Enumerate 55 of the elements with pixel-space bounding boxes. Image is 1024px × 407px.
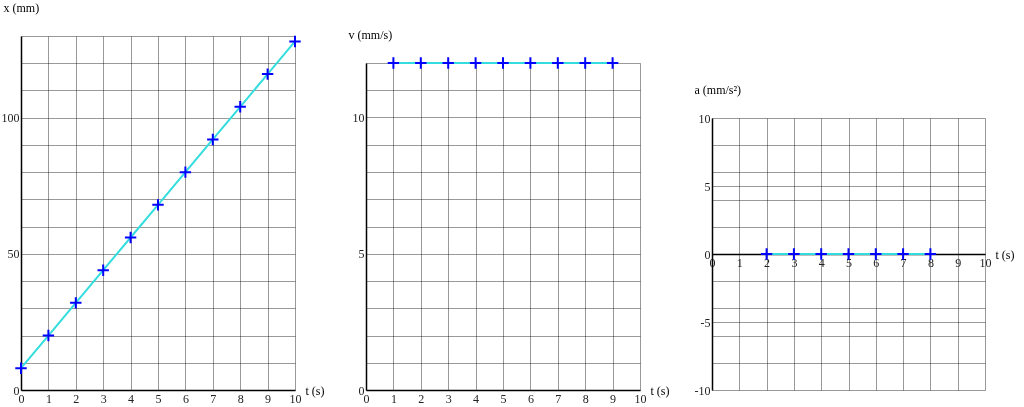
y-tick-label: 50 (7, 247, 20, 262)
y-tick-label: -5 (700, 315, 711, 330)
x-tick-label: 7 (900, 255, 907, 270)
point (288, 34, 302, 49)
y-tick-label: 10 (352, 111, 365, 125)
point (123, 230, 138, 245)
x-tick-label: 10 (634, 391, 647, 406)
point (96, 263, 110, 277)
x-tick-label: 4 (473, 391, 480, 406)
x-tick-label: 3 (791, 255, 798, 270)
x-tick-label: 10 (979, 255, 992, 270)
x-tick-label: 9 (955, 255, 962, 270)
x-tick-label: 4 (128, 391, 135, 406)
x-tick-label: 5 (155, 391, 162, 406)
line-series (20, 40, 296, 370)
x-tick-label: 2 (418, 391, 425, 406)
x-tick-label: 3 (445, 391, 452, 406)
y-tick-label: 100 (1, 111, 20, 126)
point (233, 100, 247, 114)
x-tick-label: 8 (582, 391, 589, 406)
x-axis-title: t (s) (305, 383, 325, 398)
x-tick-label: 10 (289, 391, 302, 406)
y-tick-label: -10 (694, 383, 711, 398)
y-tick-label: 5 (704, 179, 711, 194)
point (151, 198, 165, 212)
x-tick-label: 1 (45, 391, 52, 406)
x-tick-label: 5 (846, 255, 852, 270)
point (260, 67, 275, 81)
x-tick-label: 6 (182, 391, 189, 406)
x-axis-title: t (s) (650, 383, 670, 398)
x-tick-label: 1 (736, 255, 743, 270)
x-axis-title: t (s) (995, 247, 1015, 262)
point (41, 328, 56, 343)
x-tick-label: 2 (73, 391, 80, 406)
y-axis-title: a (mm/s²) (694, 82, 742, 97)
y-axis-title: v (mm/s) (348, 27, 393, 42)
x-tick-label: 1 (390, 391, 397, 406)
y-tick-label: 10 (698, 111, 711, 126)
x-tick-label: 8 (237, 391, 244, 406)
x-tick-label: 9 (610, 391, 617, 406)
x-tick-label: 8 (927, 255, 934, 270)
x-tick-label: 7 (210, 391, 217, 406)
x-tick-label: 6 (873, 255, 880, 270)
x-tick-label: 5 (500, 391, 507, 406)
point (178, 165, 193, 179)
point (14, 361, 28, 375)
x-tick-label: 9 (265, 391, 272, 406)
x-tick-label: 2 (764, 255, 771, 270)
x-tick-label: 6 (527, 391, 534, 406)
point (206, 132, 220, 147)
point (69, 296, 83, 310)
y-axis-title: x (mm) (3, 0, 40, 15)
x-tick-label: 3 (100, 391, 107, 406)
x-tick-label: 4 (818, 255, 825, 270)
x-tick-label: 7 (555, 391, 562, 406)
